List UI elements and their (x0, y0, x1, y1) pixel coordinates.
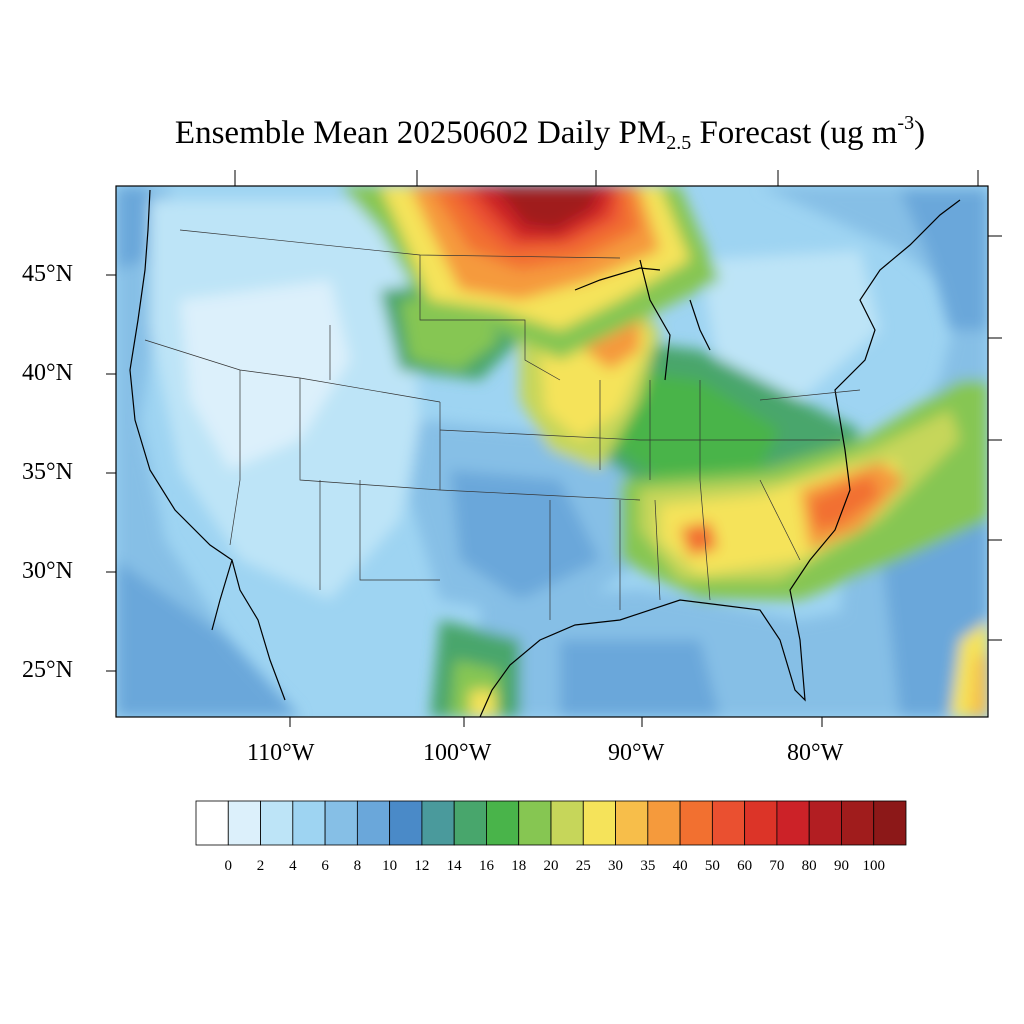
colorbar-swatch (550, 800, 584, 846)
colorbar-label: 40 (672, 858, 688, 874)
colorbar-label: 8 (353, 858, 362, 874)
lat-label-40: 40°N (22, 360, 73, 386)
colorbar-swatch (227, 800, 261, 846)
colorbar-swatch (679, 800, 713, 846)
colorbar-swatch (324, 800, 358, 846)
lat-label-25: 25°N (22, 657, 73, 683)
colorbar-label: 70 (769, 858, 785, 874)
lon-label-110w: 110°W (247, 740, 315, 766)
colorbar-swatch (582, 800, 616, 846)
colorbar-label: 60 (737, 858, 753, 874)
colorbar-swatch (808, 800, 842, 846)
colorbar-label: 6 (321, 858, 329, 874)
colorbar-label: 18 (511, 858, 527, 874)
colorbar-label: 25 (575, 858, 591, 874)
lon-label-100w: 100°W (423, 740, 492, 766)
colorbar-swatch (486, 800, 520, 846)
colorbar-swatch (356, 800, 391, 846)
colorbar-label: 12 (414, 858, 430, 874)
colorbar-swatch (421, 800, 455, 846)
coastlines (129, 189, 961, 717)
concentration-field (116, 186, 988, 717)
colorbar-label: 20 (543, 858, 559, 874)
lat-label-45: 45°N (22, 261, 73, 287)
colorbar-label: 4 (289, 858, 297, 874)
colorbar-label: 2 (256, 858, 265, 874)
colorbar-swatch (873, 800, 907, 846)
map-title: Ensemble Mean 20250602 Daily PM2.5 Forec… (174, 112, 926, 154)
colorbar-swatch (647, 800, 681, 846)
colorbar-label: 35 (640, 858, 656, 874)
colorbar-swatch (744, 800, 778, 846)
lon-label-80w: 80°W (787, 740, 844, 766)
colorbar-label: 14 (446, 858, 462, 874)
colorbar-label: 0 (224, 858, 233, 874)
colorbar-swatch (776, 800, 810, 846)
colorbar-swatch (292, 800, 326, 846)
lon-label-90w: 90°W (608, 740, 665, 766)
colorbar-swatch (518, 800, 552, 846)
colorbar-swatch (260, 800, 294, 846)
colorbar-label: 16 (478, 858, 494, 874)
colorbar-swatch (195, 800, 229, 846)
lat-label-35: 35°N (22, 459, 73, 485)
colorbar-swatch (453, 800, 487, 846)
colorbar (195, 800, 907, 846)
colorbar-label: 30 (608, 858, 624, 874)
map-frame (115, 185, 989, 718)
colorbar-swatch (389, 800, 423, 846)
colorbar-swatch (615, 800, 649, 846)
colorbar-label: 80 (801, 858, 817, 874)
colorbar-label: 100 (862, 858, 885, 874)
colorbar-label: 10 (382, 858, 398, 874)
lat-label-30: 30°N (22, 558, 73, 584)
colorbar-label: 50 (704, 858, 720, 874)
colorbar-swatch (841, 800, 875, 846)
colorbar-label: 90 (833, 858, 849, 874)
colorbar-swatch (711, 800, 746, 846)
state-borders (144, 229, 861, 620)
axis-ticks (106, 170, 1002, 727)
